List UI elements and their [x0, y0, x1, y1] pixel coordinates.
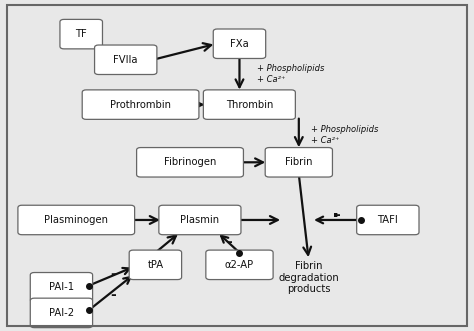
- Text: -: -: [335, 208, 340, 222]
- FancyBboxPatch shape: [18, 205, 135, 235]
- Text: Fibrin: Fibrin: [285, 157, 312, 167]
- FancyBboxPatch shape: [213, 29, 266, 59]
- Text: FXa: FXa: [230, 39, 249, 49]
- Text: Fibrin
degradation
products: Fibrin degradation products: [278, 261, 339, 294]
- Text: tPA: tPA: [147, 260, 164, 270]
- Text: FVIIa: FVIIa: [113, 55, 138, 65]
- Text: + Phospholipids
+ Ca²⁺: + Phospholipids + Ca²⁺: [311, 125, 379, 145]
- Text: -: -: [227, 235, 232, 249]
- Text: Fibrinogen: Fibrinogen: [164, 157, 216, 167]
- FancyBboxPatch shape: [356, 205, 419, 235]
- FancyBboxPatch shape: [137, 148, 244, 177]
- Text: Plasmin: Plasmin: [180, 215, 219, 225]
- FancyBboxPatch shape: [30, 298, 92, 328]
- Text: Thrombin: Thrombin: [226, 100, 273, 110]
- Text: PAI-1: PAI-1: [49, 282, 74, 292]
- Text: TF: TF: [75, 29, 87, 39]
- FancyBboxPatch shape: [30, 272, 92, 302]
- FancyBboxPatch shape: [206, 250, 273, 280]
- FancyBboxPatch shape: [159, 205, 241, 235]
- Text: α2-AP: α2-AP: [225, 260, 254, 270]
- Text: -: -: [110, 288, 116, 302]
- Text: PAI-2: PAI-2: [49, 308, 74, 318]
- Text: TAFI: TAFI: [377, 215, 398, 225]
- Text: -: -: [110, 267, 116, 281]
- FancyBboxPatch shape: [265, 148, 332, 177]
- FancyBboxPatch shape: [203, 90, 295, 119]
- FancyBboxPatch shape: [60, 20, 102, 49]
- FancyBboxPatch shape: [129, 250, 182, 280]
- Text: Plasminogen: Plasminogen: [44, 215, 108, 225]
- Text: + Phospholipids
+ Ca²⁺: + Phospholipids + Ca²⁺: [257, 65, 324, 84]
- FancyBboxPatch shape: [95, 45, 157, 74]
- Text: Prothrombin: Prothrombin: [110, 100, 171, 110]
- FancyBboxPatch shape: [82, 90, 199, 119]
- Text: ·: ·: [332, 207, 339, 226]
